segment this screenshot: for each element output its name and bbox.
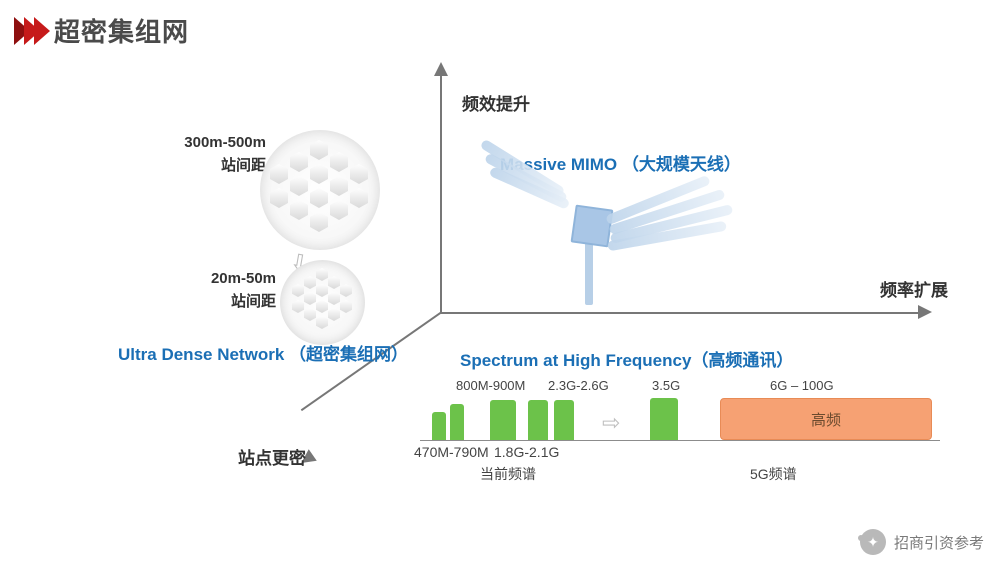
wechat-icon: ✦ xyxy=(860,529,886,555)
footer-source: ✦ 招商引资参考 xyxy=(860,529,984,555)
axis-y-label: 频效提升 xyxy=(462,90,530,115)
hex-small-l1: 20m-50m xyxy=(196,270,276,287)
spectrum-bar: 高频 xyxy=(720,398,932,440)
arrow-right-icon xyxy=(918,305,932,319)
hex-large-l1: 300m-500m xyxy=(176,134,266,151)
spectrum-top-label: 2.3G-2.6G xyxy=(548,378,609,393)
spectrum-bottom-label: 当前频谱 xyxy=(480,464,536,484)
hex-cluster-large-icon xyxy=(260,130,380,250)
spectrum-bar xyxy=(528,400,548,440)
axis-x xyxy=(440,312,920,314)
axis-x-label: 频率扩展 xyxy=(880,276,948,301)
spectrum-top-label: 3.5G xyxy=(652,378,680,393)
slide-title: 超密集组网 xyxy=(54,12,189,49)
spectrum-bottom-label: 5G频谱 xyxy=(750,464,797,484)
spectrum-chart: ⇨ 高频 800M-900M 2.3G-2.6G 3.5G 6G – 100G … xyxy=(420,382,950,492)
callout-udn: Ultra Dense Network （超密集组网） xyxy=(118,340,408,365)
spectrum-bottom-label: 1.8G-2.1G xyxy=(494,444,559,460)
hex-cluster-small-icon xyxy=(280,260,365,345)
arrow-up-icon xyxy=(434,62,448,76)
hex-large-l2: 站间距 xyxy=(176,154,266,175)
callout-highfreq: Spectrum at High Frequency（高频通讯） xyxy=(460,346,793,371)
spectrum-top-label: 6G – 100G xyxy=(770,378,834,393)
hex-small-l2: 站间距 xyxy=(196,290,276,311)
spectrum-bar xyxy=(490,400,516,440)
chevron-icon xyxy=(14,17,44,45)
spectrum-top-label: 800M-900M xyxy=(456,378,525,393)
spectrum-bar xyxy=(554,400,574,440)
slide-header: 超密集组网 xyxy=(14,12,189,49)
footer-text: 招商引资参考 xyxy=(894,532,984,553)
spectrum-bar xyxy=(450,404,464,440)
spectrum-bar xyxy=(432,412,446,440)
spectrum-arrow-icon: ⇨ xyxy=(602,410,620,436)
spectrum-bar xyxy=(650,398,678,440)
axis-z-label: 站点更密 xyxy=(238,444,306,469)
diagram-3axis: 超密集组网 频效提升 频率扩展 站点更密 Massive MIMO （大规模天线… xyxy=(0,0,1000,567)
spectrum-bottom-label: 470M-790M xyxy=(414,444,489,460)
axis-y xyxy=(440,72,442,312)
spectrum-axis xyxy=(420,440,940,441)
